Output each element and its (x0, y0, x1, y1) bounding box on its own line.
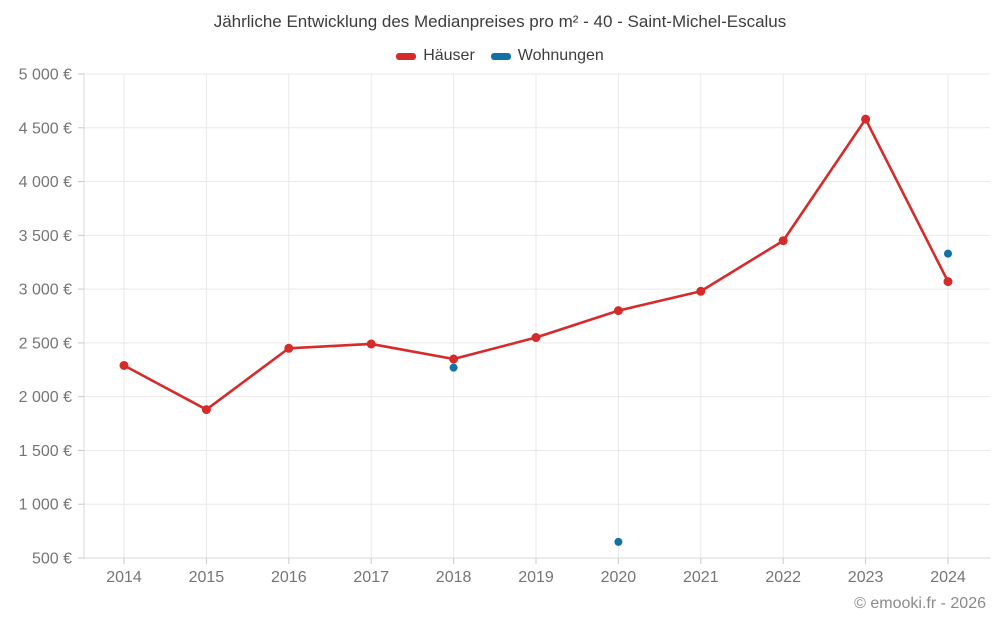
y-axis-tick-label: 4 500 € (19, 120, 72, 137)
legend-label-haeuser: Häuser (423, 47, 475, 64)
y-axis-tick-label: 500 € (32, 551, 72, 568)
haeuser-point-2019[interactable] (531, 333, 541, 343)
haeuser-point-2021[interactable] (696, 286, 706, 296)
y-axis-tick-label: 1 000 € (19, 497, 72, 514)
x-axis-tick-label: 2022 (765, 569, 801, 586)
wohnungen-point-2024[interactable] (944, 249, 952, 258)
x-axis-tick-label: 2020 (601, 569, 637, 586)
haeuser-point-2014[interactable] (119, 360, 129, 370)
haeuser-point-2023[interactable] (861, 114, 871, 124)
x-axis-tick-label: 2021 (683, 569, 719, 586)
legend-item-wohnungen[interactable]: Wohnungen (490, 47, 604, 65)
y-axis-tick-label: 5 000 € (19, 67, 72, 84)
wohnungen-point-2018[interactable] (449, 363, 458, 372)
wohnungen-point-2020[interactable] (614, 537, 623, 546)
x-axis-tick-label: 2016 (271, 569, 307, 586)
legend: Häuser Wohnungen (0, 47, 1000, 65)
page-title: Jährliche Entwicklung des Medianpreises … (213, 12, 787, 31)
y-axis-tick-label: 1 500 € (19, 443, 72, 460)
haeuser-point-2024[interactable] (943, 277, 953, 287)
y-axis-tick-label: 2 000 € (19, 389, 72, 406)
legend-label-wohnungen: Wohnungen (517, 47, 604, 64)
haeuser-point-2017[interactable] (366, 339, 376, 349)
haeuser-point-2018[interactable] (449, 354, 459, 364)
y-axis-tick-label: 3 500 € (19, 228, 72, 245)
haeuser-point-2020[interactable] (613, 306, 623, 316)
y-axis-tick-label: 2 500 € (19, 335, 72, 352)
haeuser-point-2015[interactable] (201, 405, 211, 415)
legend-item-haeuser[interactable]: Häuser (396, 47, 475, 65)
x-axis-tick-label: 2019 (518, 569, 554, 586)
x-axis-tick-label: 2015 (189, 569, 225, 586)
y-axis-tick-label: 3 000 € (19, 282, 72, 299)
haeuser-swatch-icon (396, 52, 417, 60)
x-axis-tick-label: 2018 (436, 569, 472, 586)
haeuser-point-2022[interactable] (778, 236, 788, 246)
wohnungen-swatch-icon (490, 52, 511, 60)
haeuser-point-2016[interactable] (284, 343, 294, 353)
copyright-credit: © emooki.fr - 2026 (854, 595, 986, 612)
x-axis-tick-label: 2014 (106, 569, 142, 586)
x-axis-tick-label: 2017 (353, 569, 389, 586)
x-axis-tick-label: 2024 (930, 569, 966, 586)
x-axis-tick-label: 2023 (848, 569, 884, 586)
y-axis-tick-label: 4 000 € (19, 174, 72, 191)
